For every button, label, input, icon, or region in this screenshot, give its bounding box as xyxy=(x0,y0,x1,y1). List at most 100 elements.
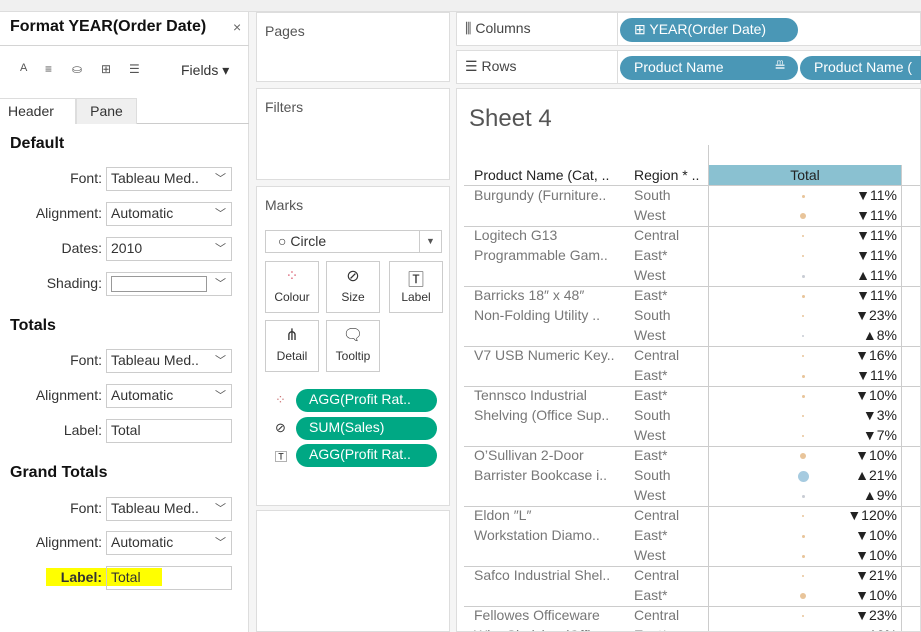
default-font-select[interactable]: Tableau Med.. ﹀ xyxy=(106,167,232,191)
tab-header[interactable]: Header xyxy=(0,98,76,124)
profit-ratio-label: ▼7% xyxy=(862,427,897,443)
circle-mark[interactable] xyxy=(802,255,804,257)
region-cell[interactable]: West xyxy=(634,487,666,503)
grand-totals-label-input[interactable]: Total xyxy=(106,566,232,590)
product-name-cell[interactable]: Barricks 18″ x 48″ xyxy=(474,287,585,303)
size-button[interactable]: ⊘ Size xyxy=(326,261,380,313)
circle-mark[interactable] xyxy=(797,470,809,482)
row-divider xyxy=(464,606,920,607)
header-region[interactable]: Region * .. xyxy=(634,167,700,183)
grand-totals-alignment-select[interactable]: Automatic ﹀ xyxy=(106,531,232,555)
circle-mark[interactable] xyxy=(802,435,804,437)
region-cell[interactable]: East* xyxy=(634,247,668,263)
region-cell[interactable]: West xyxy=(634,267,666,283)
product-name-cell[interactable]: Workstation Diamo.. xyxy=(474,527,600,543)
product-name-cell[interactable]: Fellowes Officeware xyxy=(474,607,600,623)
circle-mark[interactable] xyxy=(802,415,804,417)
alignment-icon[interactable]: ≡ xyxy=(45,62,53,76)
circle-mark[interactable] xyxy=(802,355,804,357)
circle-mark[interactable] xyxy=(800,213,806,219)
product-name-pill[interactable]: Product Name ≞ xyxy=(620,56,798,80)
region-cell[interactable]: East* xyxy=(634,367,668,383)
region-cell[interactable]: Central xyxy=(634,607,680,623)
product-name-cell[interactable]: V7 USB Numeric Key.. xyxy=(474,347,615,363)
region-cell[interactable]: Central xyxy=(634,227,680,243)
product-name-cell[interactable]: Shelving (Office Sup.. xyxy=(474,407,610,423)
region-cell[interactable]: South xyxy=(634,307,671,323)
region-cell[interactable]: East* xyxy=(634,447,668,463)
borders-icon[interactable]: ⊞ xyxy=(101,62,112,76)
circle-mark[interactable] xyxy=(802,315,804,317)
totals-alignment-select[interactable]: Automatic ﹀ xyxy=(106,384,232,408)
region-cell[interactable]: Central xyxy=(634,347,680,363)
label-pill[interactable]: AGG(Profit Rat.. xyxy=(296,444,437,467)
label-button[interactable]: 🅃 Label xyxy=(389,261,443,313)
region-cell[interactable]: South xyxy=(634,407,671,423)
default-dates-select[interactable]: 2010 ﹀ xyxy=(106,237,232,261)
size-pill[interactable]: SUM(Sales) xyxy=(296,417,437,440)
shading-icon[interactable]: ⛀ xyxy=(72,62,83,76)
detail-button[interactable]: ⋔ Detail xyxy=(265,320,319,372)
close-icon[interactable]: × xyxy=(233,19,242,35)
circle-mark[interactable] xyxy=(801,274,805,278)
header-total[interactable]: Total xyxy=(709,165,901,185)
mark-type-select[interactable]: ○ Circle ▼ xyxy=(265,230,442,253)
region-cell[interactable]: West xyxy=(634,547,666,563)
year-order-date-pill[interactable]: ⊞ YEAR(Order Date) xyxy=(620,18,798,42)
region-cell[interactable]: West xyxy=(634,327,666,343)
label-icon: 🅃 xyxy=(275,450,288,464)
region-cell[interactable]: East* xyxy=(634,627,667,631)
region-cell[interactable]: South xyxy=(634,187,671,203)
totals-label-input[interactable]: Total xyxy=(106,419,232,443)
tooltip-button[interactable]: 🗨 Tooltip xyxy=(326,320,380,372)
circle-mark[interactable] xyxy=(802,515,804,517)
default-alignment-select[interactable]: Automatic ﹀ xyxy=(106,202,232,226)
font-label: Font: xyxy=(70,170,102,186)
circle-mark[interactable] xyxy=(802,615,804,617)
product-name-cell[interactable]: Tennsco Industrial xyxy=(474,387,587,403)
circle-mark[interactable] xyxy=(801,194,805,198)
circle-mark[interactable] xyxy=(800,453,806,459)
circle-mark[interactable] xyxy=(802,235,804,237)
grand-totals-font-select[interactable]: Tableau Med.. ﹀ xyxy=(106,497,232,521)
region-cell[interactable]: East* xyxy=(634,387,668,403)
totals-font-select[interactable]: Tableau Med.. ﹀ xyxy=(106,349,232,373)
region-cell[interactable]: West xyxy=(634,427,666,443)
product-name-cell[interactable]: Wire Shelving (Offic.. xyxy=(474,627,605,631)
lines-icon[interactable]: ☰ xyxy=(129,62,140,76)
fields-dropdown[interactable]: Fields ▾ xyxy=(181,62,230,78)
circle-mark[interactable] xyxy=(802,335,804,337)
product-name-cell[interactable]: O’Sullivan 2-Door xyxy=(474,447,584,463)
header-product-name[interactable]: Product Name (Cat, .. xyxy=(474,167,610,183)
product-name-cell[interactable]: Barrister Bookcase i.. xyxy=(474,467,608,483)
circle-mark[interactable] xyxy=(801,374,805,378)
product-name-cell[interactable]: Programmable Gam.. xyxy=(474,247,608,263)
color-pill[interactable]: AGG(Profit Rat.. xyxy=(296,389,437,412)
region-cell[interactable]: West xyxy=(634,207,666,223)
circle-mark[interactable] xyxy=(801,534,805,538)
chevron-down-icon: ﹀ xyxy=(215,355,226,367)
product-name-cell[interactable]: Non-Folding Utility .. xyxy=(474,307,601,323)
region-cell[interactable]: East* xyxy=(634,527,668,543)
circle-mark[interactable] xyxy=(801,494,805,498)
circle-mark[interactable] xyxy=(801,394,805,398)
circle-mark[interactable] xyxy=(802,575,804,577)
colour-button[interactable]: ⁘ Colour xyxy=(265,261,319,313)
color-icon: ⁘ xyxy=(285,268,299,285)
region-cell[interactable]: East* xyxy=(634,287,668,303)
region-cell[interactable]: Central xyxy=(634,567,680,583)
font-icon[interactable]: A xyxy=(20,62,28,74)
product-name-pill-2[interactable]: Product Name ( xyxy=(800,56,921,80)
default-shading-select[interactable]: ﹀ xyxy=(106,272,232,296)
product-name-cell[interactable]: Logitech G13 xyxy=(474,227,558,243)
product-name-cell[interactable]: Eldon ″L″ xyxy=(474,507,532,523)
circle-mark[interactable] xyxy=(800,593,806,599)
circle-mark[interactable] xyxy=(801,294,805,298)
tab-pane[interactable]: Pane xyxy=(76,98,137,124)
circle-mark[interactable] xyxy=(801,554,805,558)
product-name-cell[interactable]: Burgundy (Furniture.. xyxy=(474,187,607,203)
region-cell[interactable]: South xyxy=(634,467,671,483)
region-cell[interactable]: East* xyxy=(634,587,668,603)
region-cell[interactable]: Central xyxy=(634,507,680,523)
product-name-cell[interactable]: Safco Industrial Shel.. xyxy=(474,567,611,583)
